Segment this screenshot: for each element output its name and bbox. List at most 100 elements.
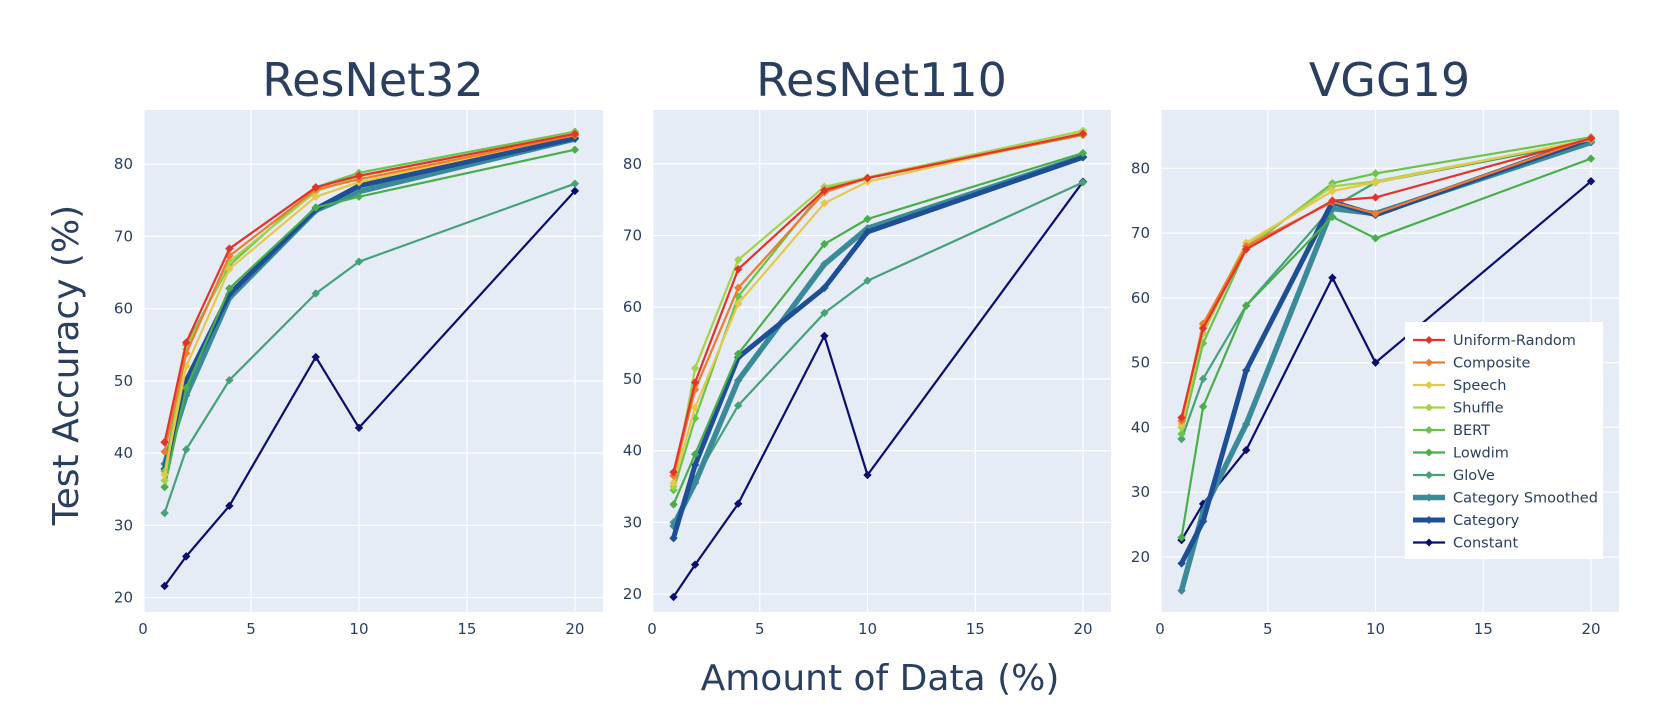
series-line bbox=[1180, 137, 1592, 418]
x-tick-label: 20 bbox=[1581, 620, 1600, 638]
data-point bbox=[820, 308, 829, 318]
data-point bbox=[820, 283, 829, 293]
series-line bbox=[163, 132, 576, 443]
data-point bbox=[1328, 273, 1337, 282]
data-point bbox=[1198, 324, 1208, 333]
data-point bbox=[1328, 212, 1337, 222]
data-point bbox=[1078, 153, 1088, 162]
series-line bbox=[163, 190, 576, 587]
data-point bbox=[669, 533, 678, 543]
panel-1: 0 5 10 15 20 20 30 40 50 60 70 80 ResNet32 bbox=[114, 53, 603, 638]
data-point bbox=[690, 460, 700, 470]
data-point bbox=[669, 592, 678, 602]
data-point bbox=[181, 445, 191, 454]
data-point bbox=[1177, 429, 1186, 439]
data-point bbox=[733, 499, 743, 508]
series-line bbox=[163, 182, 576, 514]
y-axis-title: Test Accuracy (%) bbox=[46, 205, 87, 526]
data-point bbox=[1078, 148, 1088, 158]
series-constant bbox=[160, 186, 580, 591]
data-point bbox=[354, 257, 364, 266]
data-point bbox=[225, 284, 234, 293]
legend-swatch-marker bbox=[1425, 471, 1433, 479]
data-point bbox=[311, 289, 320, 298]
series-line bbox=[672, 131, 1084, 484]
data-point bbox=[733, 283, 743, 293]
legend-item: Speech bbox=[1413, 378, 1506, 394]
data-point bbox=[820, 259, 829, 269]
data-point bbox=[733, 255, 743, 265]
data-point bbox=[669, 500, 678, 509]
legend-item: GloVe bbox=[1413, 468, 1495, 484]
data-point bbox=[1198, 329, 1208, 338]
series-line bbox=[1179, 136, 1592, 565]
series-glove bbox=[160, 179, 580, 518]
series-line bbox=[163, 134, 576, 452]
x-tick-label: 10 bbox=[1366, 620, 1385, 638]
panel-title: VGG19 bbox=[1309, 53, 1470, 107]
data-point bbox=[863, 227, 872, 237]
data-point bbox=[160, 470, 169, 479]
legend-swatch-marker bbox=[1425, 381, 1433, 389]
data-point bbox=[311, 192, 320, 201]
y-tick-label: 40 bbox=[1131, 418, 1150, 436]
series-uniform-random bbox=[1177, 134, 1596, 422]
data-point bbox=[160, 438, 169, 447]
legend-item: Composite bbox=[1413, 356, 1530, 372]
data-point bbox=[1241, 366, 1251, 375]
data-point bbox=[1241, 445, 1251, 455]
data-point bbox=[733, 376, 743, 385]
y-tick-label: 40 bbox=[623, 442, 642, 460]
data-point bbox=[1371, 234, 1380, 243]
data-point bbox=[1328, 182, 1337, 191]
y-tick-label: 60 bbox=[1131, 289, 1150, 307]
legend-item: Category bbox=[1413, 513, 1520, 529]
panel-title: ResNet32 bbox=[262, 53, 483, 107]
y-tick-label: 30 bbox=[114, 516, 133, 534]
x-tick-label: 5 bbox=[246, 620, 256, 638]
legend-label: Composite bbox=[1453, 356, 1530, 372]
data-point bbox=[1328, 204, 1337, 213]
series-line bbox=[672, 181, 1084, 598]
y-tick-label: 30 bbox=[623, 513, 642, 531]
data-point bbox=[1177, 413, 1186, 422]
legend-swatch-marker bbox=[1425, 358, 1433, 367]
data-point bbox=[311, 183, 320, 192]
data-point bbox=[1371, 178, 1380, 187]
legend-label: Category Smoothed bbox=[1453, 491, 1598, 507]
x-tick-label: 0 bbox=[1155, 620, 1165, 638]
series-line bbox=[163, 148, 576, 488]
data-point bbox=[690, 450, 700, 459]
data-point bbox=[570, 145, 580, 154]
series-constant bbox=[669, 177, 1088, 602]
data-point bbox=[1078, 129, 1088, 138]
data-point bbox=[225, 375, 234, 385]
legend-label: Constant bbox=[1453, 536, 1519, 552]
data-point bbox=[1078, 178, 1088, 187]
data-point bbox=[1177, 559, 1186, 568]
data-point bbox=[1371, 358, 1380, 367]
data-point bbox=[1177, 434, 1186, 444]
data-point bbox=[733, 349, 743, 359]
y-tick-label: 20 bbox=[114, 589, 133, 607]
series-line bbox=[672, 151, 1084, 505]
legend-item: Constant bbox=[1413, 536, 1519, 552]
legend-item: Lowdim bbox=[1413, 446, 1509, 462]
data-point bbox=[225, 501, 234, 511]
data-point bbox=[354, 171, 364, 180]
y-tick-label: 80 bbox=[114, 155, 133, 173]
y-tick-label: 50 bbox=[623, 370, 642, 388]
data-point bbox=[181, 552, 191, 561]
legend-item: Uniform-Random bbox=[1413, 333, 1576, 349]
data-point bbox=[733, 401, 743, 410]
data-point bbox=[1198, 338, 1208, 348]
legend-swatch-marker bbox=[1425, 448, 1433, 457]
data-point bbox=[225, 264, 234, 274]
data-point bbox=[863, 214, 872, 224]
data-point bbox=[690, 363, 700, 373]
data-point bbox=[690, 560, 700, 569]
data-point bbox=[311, 203, 320, 212]
data-point bbox=[669, 478, 678, 488]
legend-swatch-marker bbox=[1425, 403, 1433, 412]
legend-swatch-marker bbox=[1425, 493, 1433, 502]
